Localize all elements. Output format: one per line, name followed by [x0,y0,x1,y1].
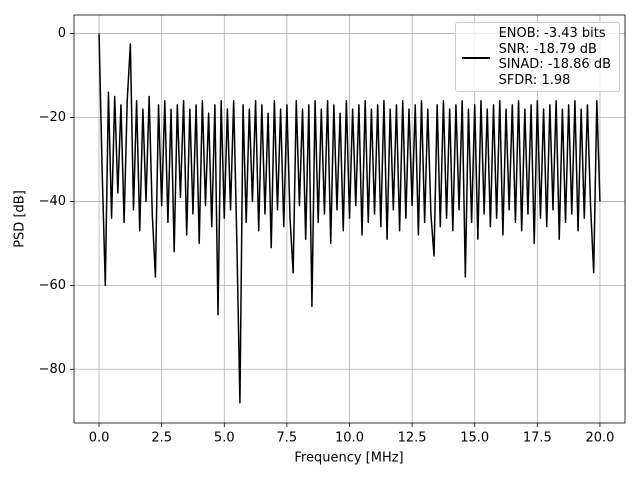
legend-label: ENOB: -3.43 bits SNR: -18.79 dB SINAD: -… [498,26,611,88]
x-tick-label: 2.5 [151,431,172,446]
y-tick-label: −60 [39,278,66,293]
x-tick-label: 5.0 [214,431,235,446]
axes-frame [73,14,626,424]
x-tick-label: 17.5 [523,431,552,446]
x-tick-label: 7.5 [277,431,298,446]
x-tick-label: 0.0 [89,431,110,446]
legend: ENOB: -3.43 bits SNR: -18.79 dB SINAD: -… [454,22,620,92]
x-axis-label: Frequency [MHz] [294,451,403,466]
y-tick-label: −40 [39,194,66,209]
y-axis-label: PSD [dB] [13,190,28,248]
psd-line [98,33,601,404]
y-tick-label: −20 [39,110,66,125]
x-tick-label: 12.5 [398,431,427,446]
y-tick-label: −80 [39,362,66,377]
y-tick-label: 0 [58,26,66,41]
x-tick-label: 10.0 [335,431,364,446]
legend-line [461,57,490,59]
x-tick-label: 20.0 [585,431,614,446]
x-tick-label: 15.0 [460,431,489,446]
